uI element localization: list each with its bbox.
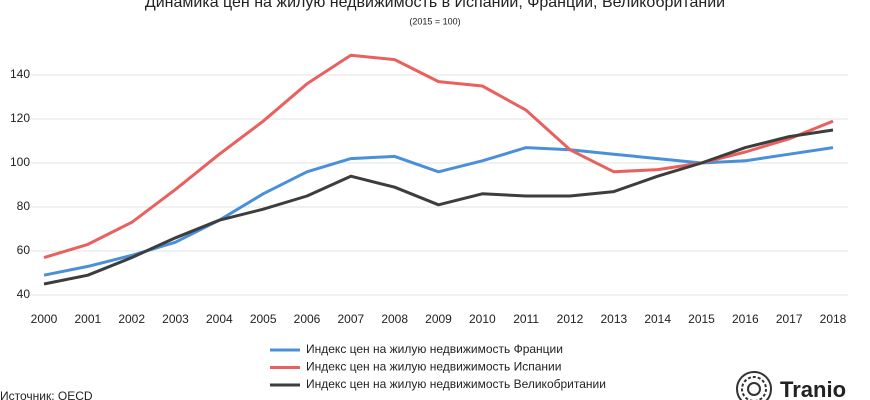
x-tick-label: 2014 — [644, 312, 671, 326]
x-tick-label: 2002 — [118, 312, 145, 326]
series-line — [43, 53, 834, 260]
x-tick-label: 2006 — [294, 312, 321, 326]
x-tick-label: 2003 — [162, 312, 189, 326]
x-tick-label: 2005 — [250, 312, 277, 326]
x-tick-label: 2001 — [74, 312, 101, 326]
x-tick-label: 2009 — [425, 312, 452, 326]
x-tick-label: 2015 — [688, 312, 715, 326]
x-tick-label: 2012 — [557, 312, 584, 326]
x-tick-label: 2010 — [469, 312, 496, 326]
x-tick-label: 2017 — [776, 312, 803, 326]
legend-label: Индекс цен на жилую недвижимость Франции — [306, 342, 563, 356]
source: Источник: OECD — [0, 389, 93, 400]
chart-title: Динамика цен на жилую недвижимость в Исп… — [145, 0, 725, 11]
logo-text: Tranio — [780, 377, 846, 400]
y-tick-label: 60 — [17, 243, 31, 257]
series-line — [43, 128, 834, 286]
x-tick-label: 2004 — [206, 312, 233, 326]
x-tick-label: 2007 — [337, 312, 364, 326]
y-tick-label: 140 — [10, 67, 30, 81]
x-tick-label: 2011 — [513, 312, 539, 326]
y-tick-label: 40 — [17, 287, 31, 301]
x-tick-label: 2013 — [600, 312, 627, 326]
legend-label: Индекс цен на жилую недвижимость Испании — [306, 360, 561, 374]
legend-label: Индекс цен на жилую недвижимость Великоб… — [306, 377, 606, 391]
chart-subtitle: (2015 = 100) — [409, 16, 460, 26]
series-line — [43, 146, 834, 277]
y-tick-label: 80 — [17, 199, 31, 213]
x-tick-label: 2016 — [732, 312, 759, 326]
logo-icon — [736, 371, 772, 400]
y-tick-label: 100 — [10, 155, 30, 169]
x-tick-label: 2000 — [31, 312, 58, 326]
x-tick-label: 2018 — [820, 312, 847, 326]
y-tick-label: 120 — [10, 111, 30, 125]
x-tick-label: 2008 — [381, 312, 408, 326]
